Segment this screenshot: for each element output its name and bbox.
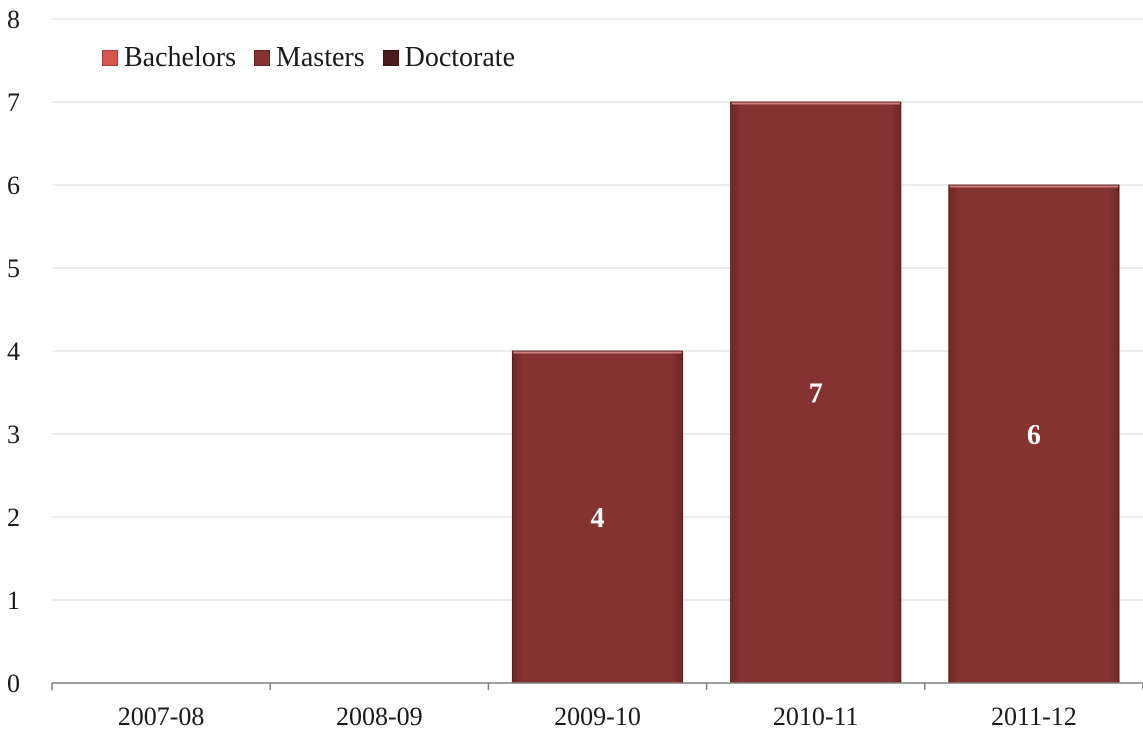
legend: Bachelors Masters Doctorate [102, 42, 533, 74]
y-axis-tick-labels: 0 1 2 3 4 5 6 7 8 [7, 5, 20, 698]
bar-masters-2010-11 [730, 101, 902, 684]
x-tick-label: 2007-08 [118, 702, 205, 731]
y-tick-label: 4 [7, 337, 20, 366]
data-label: 7 [809, 379, 823, 410]
y-tick-label: 8 [7, 5, 20, 34]
x-axis [51, 682, 1143, 690]
legend-item-bachelors: Bachelors [102, 42, 236, 74]
legend-label-masters: Masters [275, 42, 365, 73]
y-tick-label: 2 [7, 503, 20, 532]
legend-item-doctorate: Doctorate [382, 42, 516, 74]
legend-item-masters: Masters [253, 42, 365, 74]
data-labels: 4 7 6 [591, 379, 1041, 535]
data-label: 6 [1027, 420, 1041, 451]
x-tick-label: 2011-12 [991, 702, 1077, 731]
y-tick-label: 6 [7, 171, 20, 200]
x-tick-label: 2008-09 [336, 702, 423, 731]
legend-swatch-bachelors [102, 50, 118, 66]
legend-swatch-masters [253, 50, 270, 66]
data-label: 4 [591, 503, 605, 534]
x-axis-tick-labels: 2007-08 2008-09 2009-10 2010-11 2011-12 [118, 702, 1077, 731]
y-tick-label: 0 [7, 669, 20, 698]
bar-masters-2009-10 [511, 350, 684, 684]
x-tick-label: 2009-10 [554, 702, 641, 731]
legend-label-bachelors: Bachelors [124, 42, 236, 73]
y-tick-label: 1 [7, 586, 20, 615]
legend-label-doctorate: Doctorate [404, 42, 516, 73]
y-tick-label: 3 [7, 420, 20, 449]
x-tick-label: 2010-11 [773, 702, 859, 731]
legend-swatch-doctorate [382, 50, 399, 66]
y-tick-label: 7 [7, 88, 20, 117]
y-tick-label: 5 [7, 254, 20, 283]
